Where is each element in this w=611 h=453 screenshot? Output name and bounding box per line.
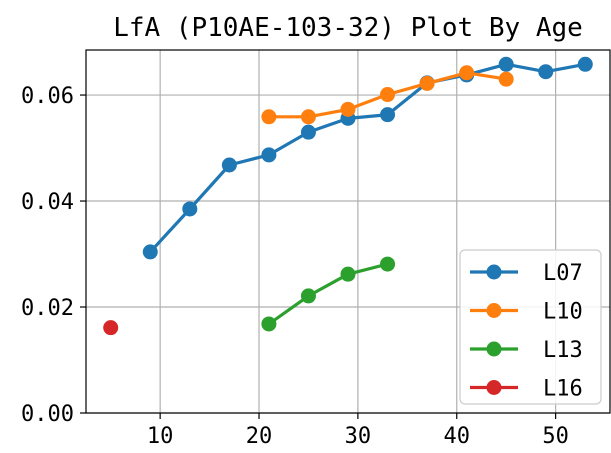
data-point	[142, 244, 158, 260]
data-point	[300, 109, 316, 125]
data-point	[182, 201, 198, 217]
chart-title: LfA (P10AE-103-32) Plot By Age	[113, 13, 583, 43]
y-tick-label: 0.02	[21, 296, 74, 321]
data-point	[300, 124, 316, 140]
data-point	[300, 288, 316, 304]
legend-marker	[486, 380, 502, 395]
data-point	[380, 256, 396, 272]
legend-label: L07	[543, 261, 583, 286]
data-point	[221, 157, 237, 173]
x-tick-label: 50	[542, 424, 569, 449]
y-tick-label: 0.06	[21, 84, 74, 109]
data-point	[538, 64, 554, 80]
data-point	[261, 147, 277, 163]
legend-label: L13	[543, 338, 583, 363]
legend-item: L16	[470, 377, 583, 402]
legend-label: L16	[543, 377, 583, 402]
legend-item: L13	[470, 338, 583, 363]
data-point	[498, 56, 514, 72]
y-tick-label: 0.04	[21, 190, 74, 215]
series-l16	[103, 320, 119, 336]
legend-marker	[486, 303, 502, 318]
legend: L07 L10 L13 L16	[459, 249, 602, 405]
data-point	[340, 266, 356, 282]
legend-item: L10	[470, 300, 583, 325]
series-line	[149, 62, 586, 253]
data-point	[103, 320, 119, 336]
data-point	[380, 87, 396, 103]
data-point	[577, 56, 593, 72]
series-l07	[142, 56, 593, 260]
data-point	[459, 65, 475, 81]
data-point	[380, 107, 396, 123]
series-group	[103, 56, 593, 336]
series-l13	[261, 256, 396, 332]
data-point	[419, 75, 435, 91]
series-line	[267, 262, 388, 326]
x-tick-label: 30	[345, 424, 372, 449]
legend-marker	[486, 341, 502, 357]
legend-box	[459, 249, 602, 405]
series-l10	[261, 65, 514, 125]
axis-ticks: 10 20 30 40 50 0.00 0.02 0.04 0.06	[21, 84, 569, 449]
legend-marker	[486, 264, 502, 280]
legend-label: L10	[543, 300, 583, 325]
data-point	[340, 101, 356, 117]
data-point	[261, 316, 277, 332]
data-point	[498, 71, 514, 87]
x-tick-label: 20	[246, 424, 273, 449]
x-tick-label: 10	[147, 424, 174, 449]
data-point	[261, 109, 277, 125]
plot-frame	[85, 49, 611, 414]
legend-item: L07	[470, 261, 583, 286]
x-tick-label: 40	[444, 424, 471, 449]
y-tick-label: 0.00	[21, 402, 74, 427]
